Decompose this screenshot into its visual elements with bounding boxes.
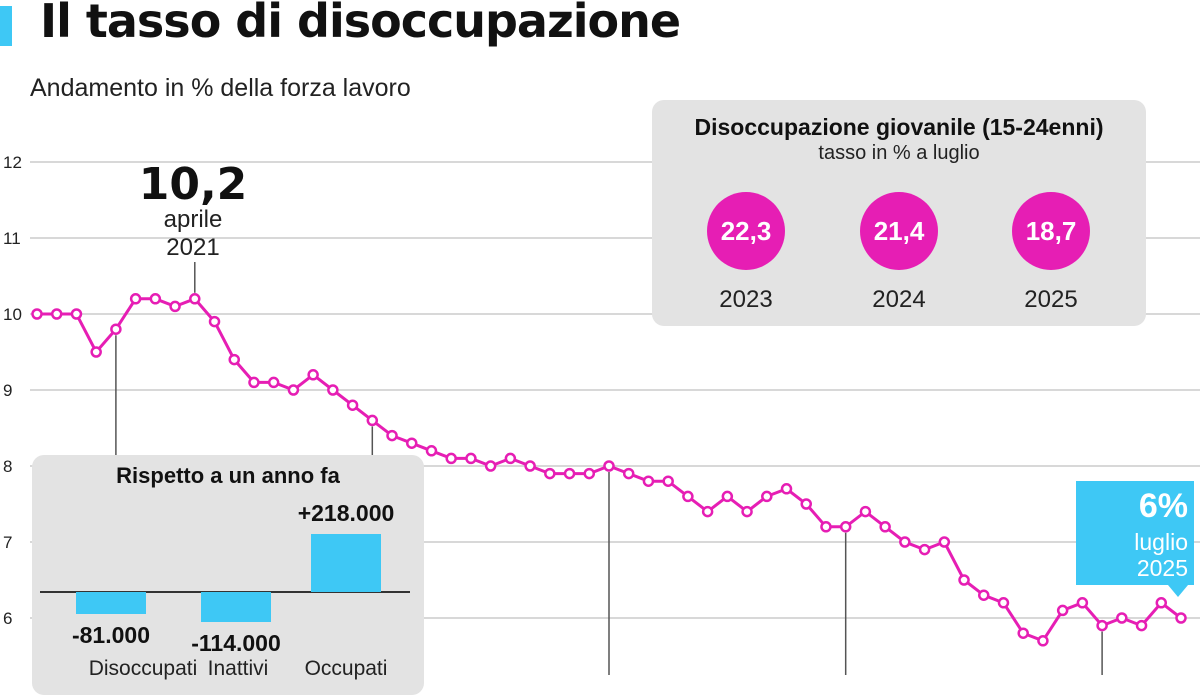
youth-bubble-2024: 21,4 <box>860 192 938 270</box>
yoy-value-disoccupati: -81.000 <box>71 621 150 648</box>
data-point <box>1116 612 1128 624</box>
latest-value-label: 6% <box>1138 487 1188 525</box>
data-point <box>780 483 793 495</box>
title-accent-bar <box>0 6 12 46</box>
data-point <box>169 300 181 313</box>
data-point <box>149 293 162 305</box>
y-tick-label: 7 <box>3 533 12 552</box>
data-point <box>544 467 556 480</box>
youth-year-2025: 2025 <box>1024 286 1078 313</box>
data-point <box>879 521 891 533</box>
data-point <box>701 505 714 518</box>
data-point <box>938 536 951 548</box>
data-point <box>583 467 596 480</box>
data-point <box>1096 619 1108 632</box>
y-axis-ticks: 12 11 10 9 8 7 6 <box>3 153 22 628</box>
latest-value-callout: 6% luglio 2025 <box>1076 481 1194 585</box>
data-point <box>129 293 142 305</box>
data-point <box>386 429 398 442</box>
data-point <box>918 543 931 556</box>
data-point <box>662 475 674 487</box>
yoy-label-disoccupati: Disoccupati <box>88 657 198 680</box>
yoy-label-inattivi: Inattivi <box>207 657 269 680</box>
data-point <box>820 521 832 533</box>
data-point <box>110 323 122 335</box>
data-point <box>682 490 694 503</box>
data-point <box>70 308 83 320</box>
yoy-value-inattivi: -114.000 <box>191 630 281 657</box>
data-point <box>839 521 852 533</box>
data-point <box>642 475 655 487</box>
data-point <box>1155 597 1168 609</box>
data-point <box>287 384 300 396</box>
data-point <box>859 505 872 518</box>
peak-month-label: aprile <box>163 206 223 233</box>
youth-bubble-2025: 18,7 <box>1012 192 1090 270</box>
chart-subtitle: Andamento in % della forza lavoro <box>30 74 411 102</box>
data-point <box>978 589 990 601</box>
data-point <box>997 597 1010 609</box>
data-point <box>1175 612 1187 624</box>
latest-callout-pointer <box>1168 585 1188 597</box>
data-point <box>504 452 517 465</box>
youth-year-2023: 2023 <box>719 286 773 313</box>
youth-panel-title: Disoccupazione giovanile (15-24enni) <box>694 114 1104 140</box>
data-point <box>958 574 970 586</box>
data-point <box>1076 597 1089 609</box>
data-point <box>31 308 43 320</box>
data-point <box>603 460 615 472</box>
data-point <box>721 490 734 503</box>
youth-year-2024: 2024 <box>872 286 926 313</box>
peak-year-label: 2021 <box>166 234 220 261</box>
data-point <box>484 460 497 472</box>
data-point <box>899 536 911 548</box>
series-points <box>31 293 1187 647</box>
y-tick-label: 6 <box>3 609 12 628</box>
year-over-year-panel: Rispetto a un anno fa -81.000 -114.000 +… <box>32 455 424 695</box>
data-point <box>425 445 438 457</box>
data-point <box>327 384 339 396</box>
data-point <box>563 467 576 480</box>
data-point <box>366 414 379 427</box>
data-point <box>445 452 457 465</box>
yoy-bar-inattivi <box>201 592 271 623</box>
data-point <box>406 437 418 449</box>
y-tick-label: 11 <box>3 229 21 248</box>
y-tick-label: 10 <box>3 305 22 324</box>
data-point <box>524 460 536 472</box>
data-point <box>248 376 260 389</box>
chart-title: Il tasso di disoccupazione <box>40 0 681 48</box>
data-point <box>90 346 102 358</box>
data-point <box>228 353 240 366</box>
data-point <box>761 490 773 503</box>
latest-month-label: luglio <box>1134 529 1188 555</box>
data-point <box>346 399 359 411</box>
yoy-panel-title: Rispetto a un anno fa <box>116 463 340 488</box>
peak-value-label: 10,2 <box>138 159 248 210</box>
data-point <box>1056 604 1069 617</box>
y-tick-label: 12 <box>3 153 22 172</box>
y-tick-label: 8 <box>3 457 12 476</box>
data-point <box>741 505 753 518</box>
yoy-bar-occupati <box>311 534 381 592</box>
data-point <box>189 293 201 305</box>
youth-unemployment-panel: Disoccupazione giovanile (15-24enni) tas… <box>652 100 1146 326</box>
data-point <box>267 376 280 389</box>
data-point <box>50 308 63 320</box>
data-point <box>622 467 635 480</box>
data-point <box>800 498 812 510</box>
youth-panel-subtitle: tasso in % a luglio <box>818 142 980 164</box>
yoy-bar-disoccupati <box>76 592 146 614</box>
data-point <box>1135 619 1148 632</box>
yoy-value-occupati: +218.000 <box>297 500 395 526</box>
y-tick-label: 9 <box>3 381 12 400</box>
data-point <box>307 369 319 381</box>
data-point <box>465 452 477 465</box>
latest-year-label: 2025 <box>1136 555 1188 581</box>
youth-bubble-2023: 22,3 <box>707 192 785 270</box>
data-point <box>1037 635 1049 647</box>
yoy-label-occupati: Occupati <box>304 657 388 680</box>
data-point <box>1017 627 1029 639</box>
data-point <box>208 315 221 328</box>
